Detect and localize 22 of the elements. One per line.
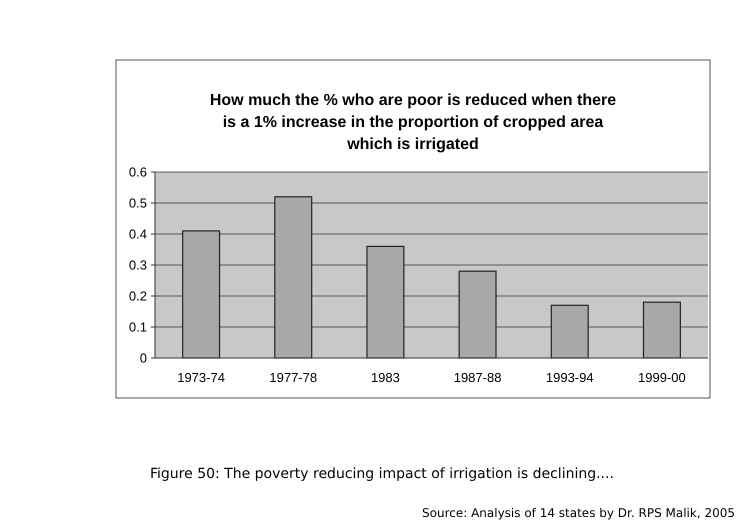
x-tick-label: 1973-74 [177,370,225,385]
x-tick-label: 1999-00 [638,370,686,385]
y-tick-label: 0 [140,350,147,366]
bar [182,230,220,359]
bar [274,196,312,359]
bar [642,302,681,359]
x-tick-label: 1987-88 [454,370,502,385]
bar [550,304,589,359]
bar [458,270,497,359]
y-tick-label: 0.4 [128,226,147,242]
y-tick-label: 0.6 [128,164,147,180]
y-tick-label: 0.5 [128,196,147,211]
y-tick-label: 0.3 [128,258,147,273]
caption: Figure 50: The poverty reducing impact of irrigation is declining.... [150,466,614,482]
x-tick-label: 1983 [370,370,400,385]
source-note: Source: Analysis of 14 states by Dr. RPS Malik, 2005 [422,506,735,520]
y-tick-label: 0.2 [128,288,147,304]
chart-title: How much the % who are poor is reduced when there is a 1% increase in the proportion of cropped area which is irrigated [210,92,616,153]
x-tick-label: 1993-94 [546,370,594,385]
y-tick-label: 0.1 [128,320,147,335]
bar [366,246,404,359]
x-tick-label: 1977-78 [269,370,318,385]
